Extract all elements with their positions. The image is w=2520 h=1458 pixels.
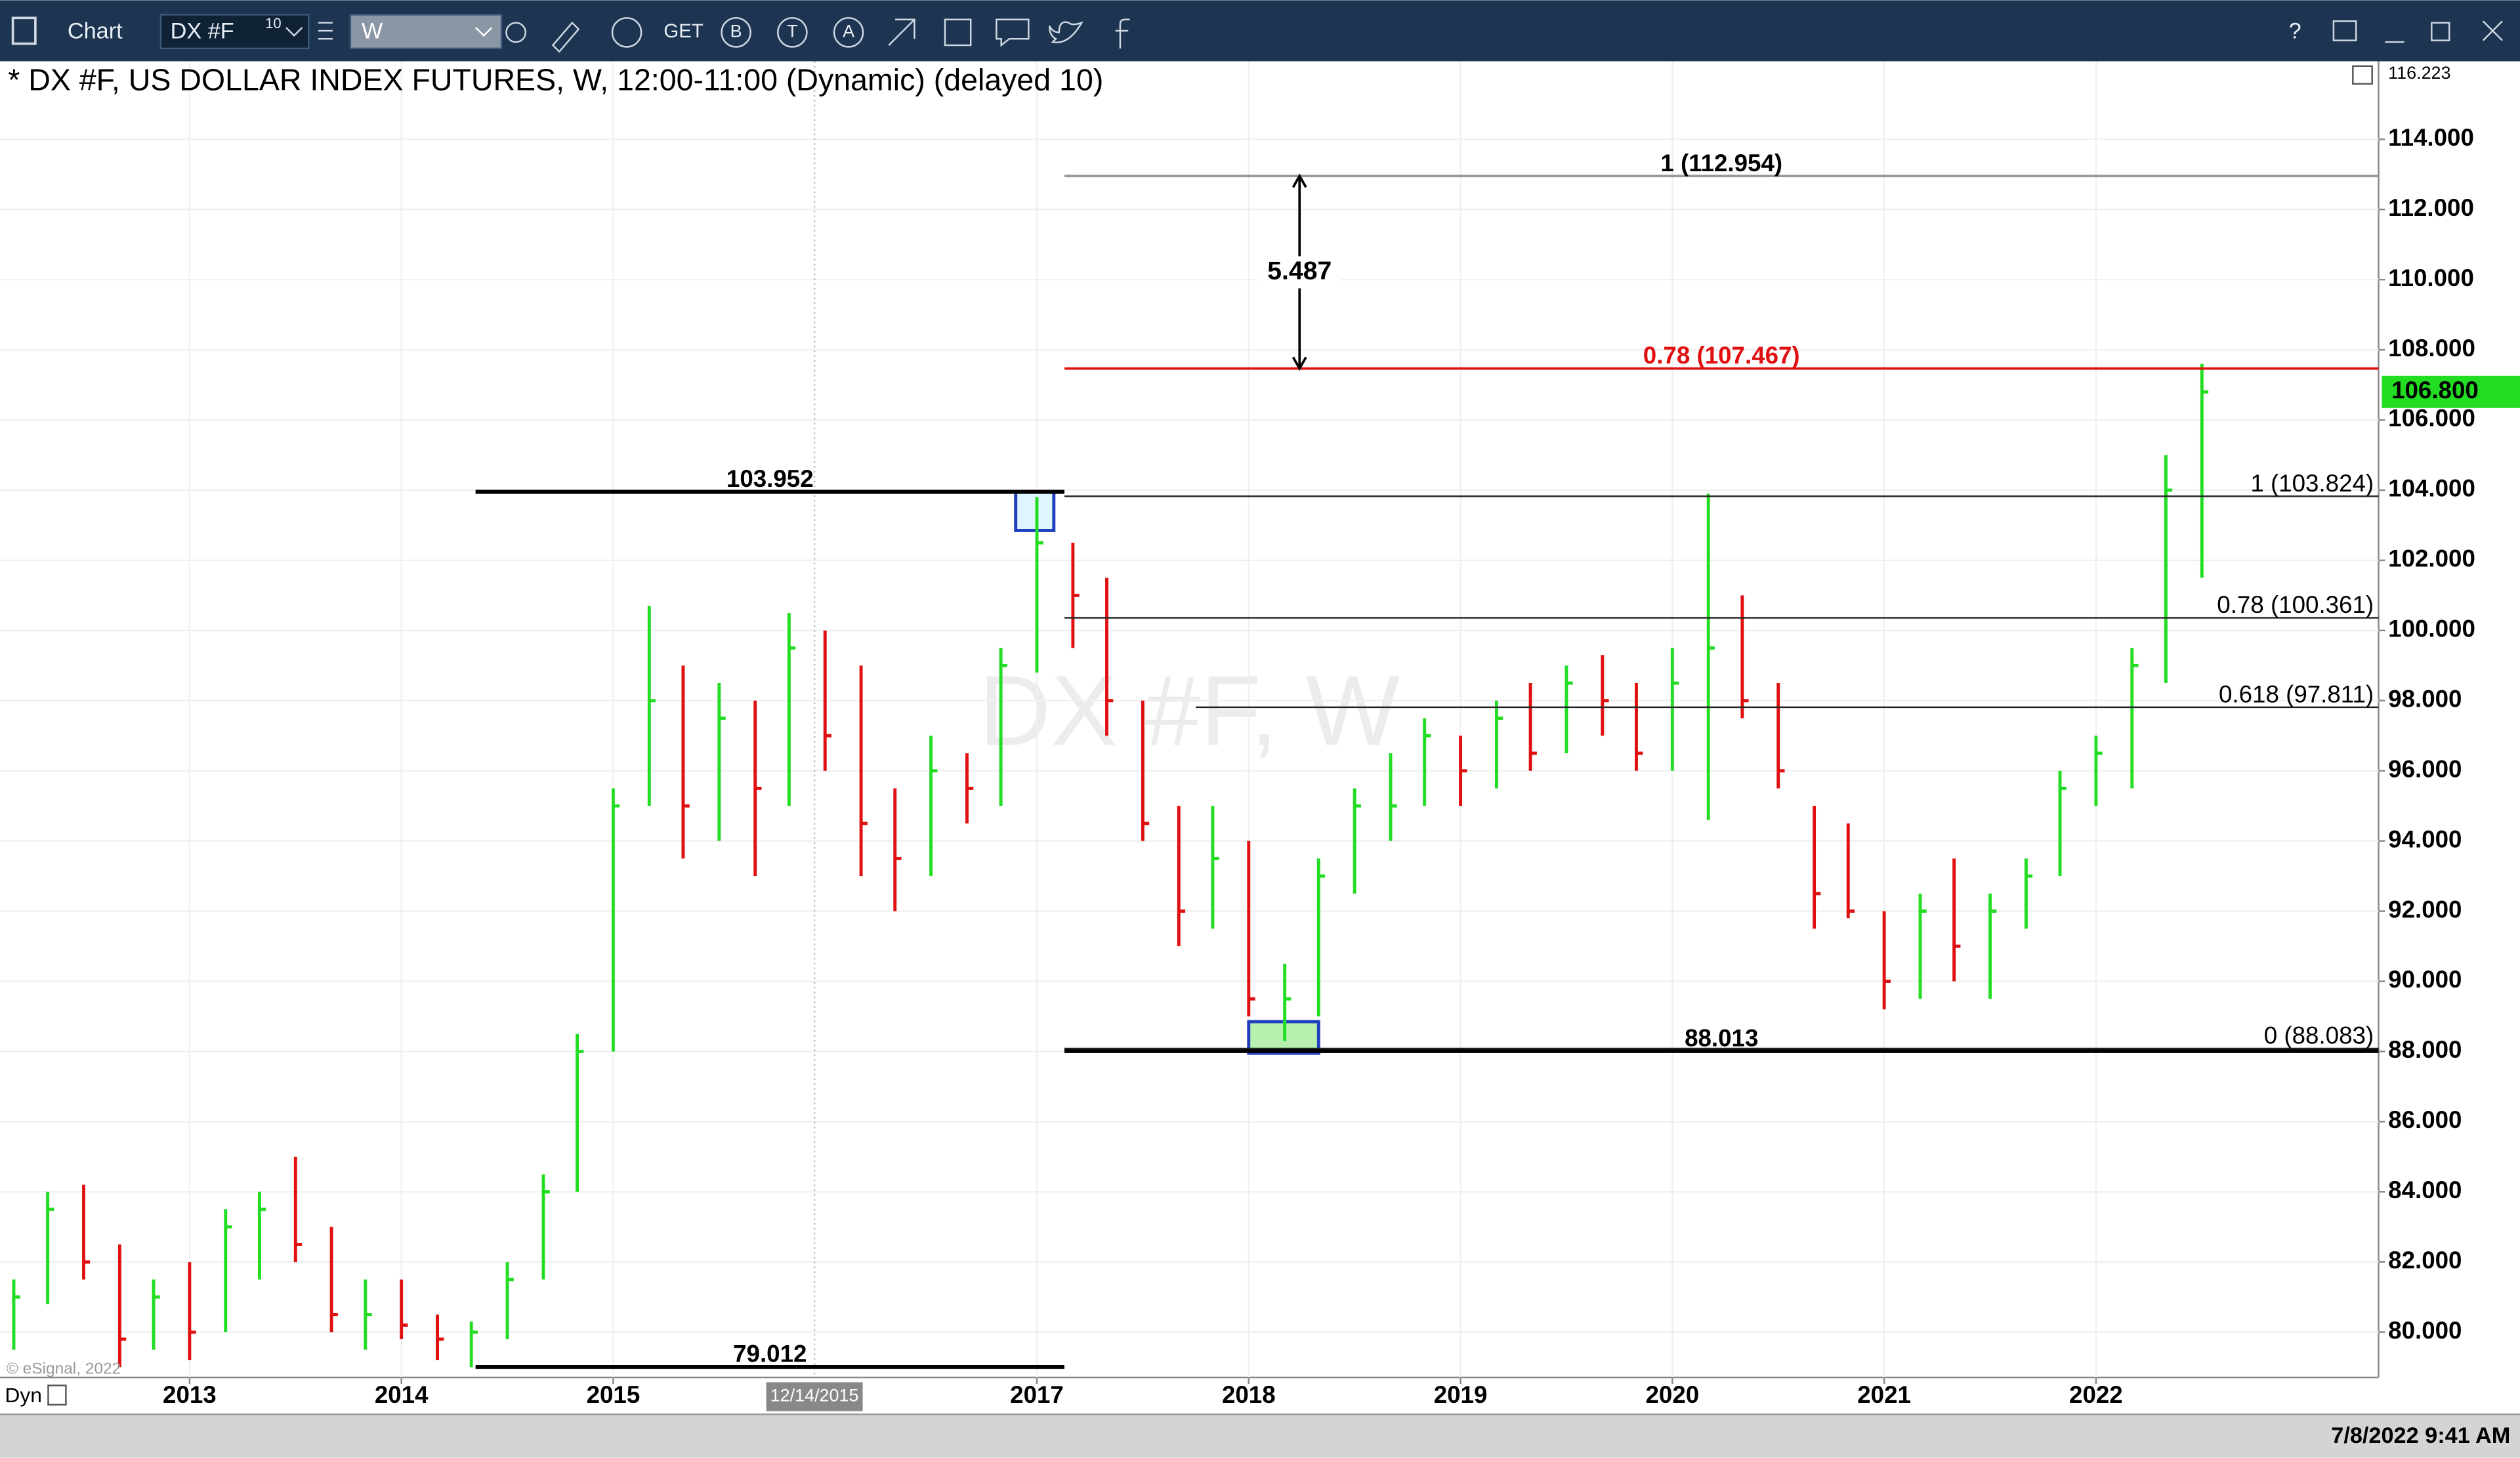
watermark: DX #F, W [979,656,1400,766]
x-tick-label: 2017 [1010,1381,1064,1408]
mode: Dyn [5,1383,42,1407]
icon-b[interactable]: B [730,21,742,41]
x-tick-label: 2022 [2069,1381,2123,1408]
y-tick-label: 112.000 [2388,194,2474,221]
y-tick-label: 102.000 [2388,545,2475,572]
window-icon[interactable] [2332,20,2357,41]
chart-title: * DX #F, US DOLLAR INDEX FUTURES, W, 12:… [8,63,1103,97]
interval[interactable]: W [362,18,383,43]
icon-a[interactable]: A [843,21,854,41]
comment-icon[interactable] [996,18,1030,47]
help[interactable]: ? [2289,18,2301,43]
y-tick-label: 106.000 [2388,405,2475,432]
close[interactable] [2482,20,2503,41]
plot-area [0,61,2379,1378]
level-label: 79.012 [733,1341,807,1367]
y-tick-label: 100.000 [2388,615,2475,642]
dropdown-arrow[interactable] [475,27,493,37]
axis-icon[interactable] [2352,65,2373,85]
y-tick-label: 98.000 [2388,685,2462,712]
x-tick-label: 2018 [1222,1381,1276,1408]
menu-icon[interactable] [318,22,333,40]
restore[interactable] [2431,22,2450,41]
measure-label-bg [1257,256,1341,289]
fib-label: 1 (103.824) [2250,470,2374,497]
symbol-box[interactable] [159,14,310,50]
y-tick-label: 108.000 [2388,335,2475,362]
y-tick-label: 82.000 [2388,1247,2462,1274]
facebook-icon[interactable] [1115,18,1130,49]
y-tick-label: 84.000 [2388,1177,2462,1203]
app-name: Chart [68,18,123,43]
extension-label: 0.78 (107.467) [1643,342,1800,369]
highlight-box [1014,490,1056,532]
plot: DX #F, W 80.000 82.000 84.000 86.000 88.000 90… [0,61,2475,1411]
fib-label: 0.78 (100.361) [2217,591,2374,618]
y-tick-label: 92.000 [2388,896,2462,923]
interval-box[interactable] [349,14,503,50]
last-price-label: 106.800 [2391,377,2479,404]
y-tick-label: 96.000 [2388,755,2462,782]
last-price-badge [2382,375,2520,408]
edit-icon[interactable] [944,18,972,47]
x-tick-label: 2021 [1857,1381,1911,1408]
y-tick-label: 86.000 [2388,1106,2462,1133]
icon-t[interactable]: T [787,21,797,41]
draw-icon[interactable] [551,21,580,53]
icon-ring[interactable] [721,17,751,48]
extension-label: 1 (112.954) [1660,150,1782,177]
measure-label: 5.487 [1267,257,1332,285]
icon-ring[interactable] [777,17,808,48]
status-datetime: 7/8/2022 9:41 AM [2331,1423,2510,1448]
arrow-head [1292,173,1307,371]
symbol[interactable]: DX #F [171,18,234,43]
y-tick-label: 90.000 [2388,966,2462,993]
x-tick-label: 2014 [375,1381,429,1408]
study-icon[interactable] [611,17,642,48]
get-button[interactable]: GET [663,20,703,42]
copyright: © eSignal, 2022 [7,1360,121,1377]
x-tick-label: 2020 [1645,1381,1699,1408]
x-tick-label: 2019 [1434,1381,1488,1408]
y-tick-label: 114.000 [2388,124,2474,151]
fib-label: 0.618 (97.811) [2219,680,2374,707]
icon-ring[interactable] [833,17,864,48]
x-tick-label: 2015 [587,1381,640,1408]
cursor-label: 12/14/2015 [770,1386,859,1406]
dropdown-arrow[interactable] [285,27,303,37]
y-range-top: 116.223 [2388,63,2450,83]
level-label: 88.013 [1685,1024,1758,1051]
twitter-icon[interactable] [1048,21,1083,43]
clock-icon[interactable] [505,22,527,43]
level-label: 103.952 [726,465,814,492]
lock-icon[interactable] [47,1385,67,1406]
fib-label: 0 (88.083) [2264,1022,2374,1049]
app-icon [11,16,37,45]
share-icon[interactable] [888,18,915,46]
y-tick-label: 94.000 [2388,825,2462,852]
cursor-label-box [766,1382,863,1411]
y-tick-label: 110.000 [2388,264,2474,291]
x-tick-label: 2013 [163,1381,217,1408]
symbol-badge: 10 [265,15,282,31]
y-tick-label: 104.000 [2388,475,2475,502]
y-tick-label: 80.000 [2388,1317,2462,1344]
y-tick-label: 88.000 [2388,1036,2462,1063]
status-bar [0,1414,2520,1458]
